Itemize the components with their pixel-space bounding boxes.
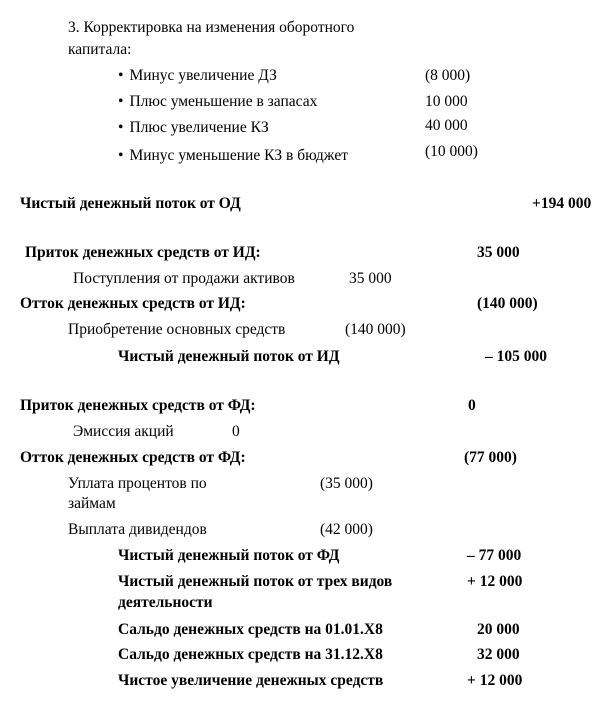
investing-inflow-label: Приток денежных средств от ИД:: [25, 244, 261, 261]
investing-net-label: Чистый денежный поток от ИД: [118, 348, 340, 365]
adjustment-item-label: Минус уменьшение КЗ в бюджет: [118, 147, 348, 165]
adjustment-item-label: Плюс уменьшение в запасах: [118, 93, 317, 111]
adjustment-item-value: 10 000: [425, 93, 468, 110]
investing-outflow-item-value: (140 000): [345, 321, 406, 338]
net-increase-value: + 12 000: [467, 672, 523, 689]
opening-balance-label: Сальдо денежных средств на 01.01.Х8: [118, 621, 383, 638]
financing-net-value: – 77 000: [467, 547, 522, 564]
investing-outflow-value: (140 000): [477, 295, 538, 312]
interest-label-line2: займам: [68, 495, 116, 512]
net-od-label: Чистый денежный поток от ОД: [20, 195, 241, 212]
total-label-line1: Чистый денежный поток от трех видов: [118, 573, 393, 590]
investing-inflow-item-value: 35 000: [349, 270, 392, 287]
adjustment-item-label: Минус увеличение ДЗ: [118, 67, 277, 85]
opening-balance-value: 20 000: [477, 621, 520, 638]
adjustment-item-value: (10 000): [425, 143, 478, 160]
financing-inflow-value: 0: [468, 397, 476, 414]
adjustment-title-line1: 3. Корректировка на изменения оборотного: [68, 19, 355, 36]
financing-net-label: Чистый денежный поток от ФД: [118, 547, 340, 564]
adjustment-item-label: Плюс увеличение КЗ: [118, 119, 268, 137]
total-label-line2: деятельности: [118, 594, 213, 611]
investing-inflow-item-label: Поступления от продажи активов: [73, 270, 295, 287]
investing-net-value: – 105 000: [485, 348, 547, 365]
dividends-value: (42 000): [320, 521, 373, 538]
net-od-value: +194 000: [532, 195, 592, 212]
total-value: + 12 000: [467, 573, 523, 590]
closing-balance-value: 32 000: [477, 646, 520, 663]
financing-outflow-label: Отток денежных средств от ФД:: [20, 449, 246, 466]
financing-inflow-item-value: 0: [232, 423, 240, 440]
adjustment-title-line2: капитала:: [68, 41, 132, 58]
financing-inflow-label: Приток денежных средств от ФД:: [20, 397, 256, 414]
adjustment-item-value: (8 000): [425, 67, 471, 84]
interest-value: (35 000): [320, 475, 373, 492]
net-increase-label: Чистое увеличение денежных средств: [118, 672, 384, 689]
investing-outflow-item-label: Приобретение основных средств: [68, 321, 286, 338]
investing-inflow-value: 35 000: [477, 244, 520, 261]
dividends-label: Выплата дивидендов: [68, 521, 207, 538]
interest-label-line1: Уплата процентов по: [68, 475, 207, 492]
adjustment-item-value: 40 000: [425, 117, 468, 134]
financing-inflow-item-label: Эмиссия акций: [73, 423, 174, 440]
investing-outflow-label: Отток денежных средств от ИД:: [20, 295, 246, 312]
closing-balance-label: Сальдо денежных средств на 31.12.Х8: [118, 646, 383, 663]
financing-outflow-value: (77 000): [464, 449, 517, 466]
